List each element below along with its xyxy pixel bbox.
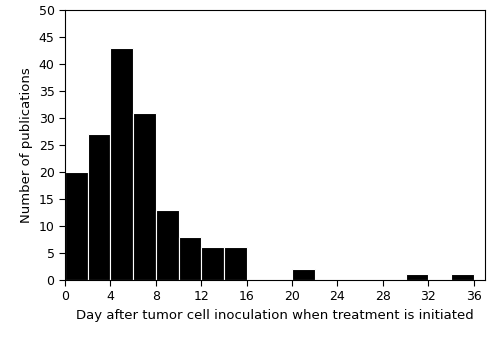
Bar: [88, 134, 110, 280]
Bar: [178, 237, 201, 280]
Bar: [406, 274, 428, 280]
Bar: [201, 247, 224, 280]
Bar: [156, 210, 178, 280]
Bar: [451, 274, 473, 280]
Bar: [224, 247, 246, 280]
Y-axis label: Number of publications: Number of publications: [20, 67, 33, 223]
Bar: [65, 172, 88, 280]
X-axis label: Day after tumor cell inoculation when treatment is initiated: Day after tumor cell inoculation when tr…: [76, 309, 474, 322]
Bar: [110, 48, 133, 280]
Bar: [133, 113, 156, 280]
Bar: [292, 269, 314, 280]
